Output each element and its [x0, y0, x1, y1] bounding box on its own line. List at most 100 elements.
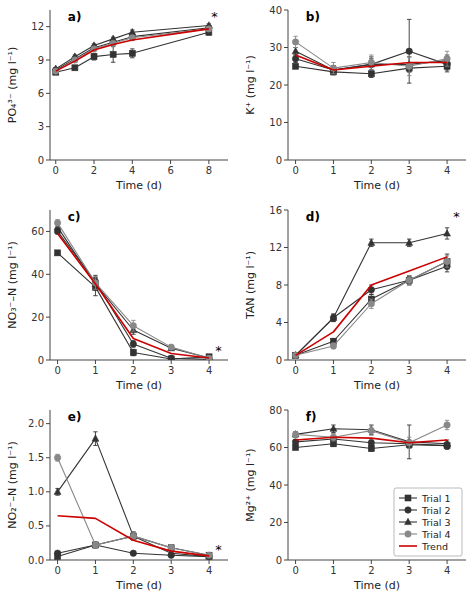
y-tick — [46, 317, 50, 318]
error-bar — [407, 57, 411, 76]
trend-line — [296, 257, 447, 355]
y-tick — [46, 560, 50, 561]
series-line — [296, 425, 447, 443]
series — [292, 420, 450, 448]
x-tick-label: 3 — [168, 365, 174, 376]
data-point — [168, 344, 174, 350]
plot-area — [54, 220, 212, 360]
panel: 01234020406080Time (d)Mg²⁺ (mg l⁻¹)f)Tri… — [244, 405, 466, 593]
data-point — [444, 259, 450, 265]
panel: 012340204060Time (d)NO₃⁻–N (mg l⁻¹)*c) — [6, 210, 228, 392]
y-tick — [284, 160, 288, 161]
y-tick-label: 80 — [269, 405, 282, 416]
x-tick-label: 0 — [292, 565, 298, 576]
y-tick — [284, 85, 288, 86]
x-tick-label: 0 — [54, 365, 60, 376]
error-bar — [445, 420, 449, 429]
x-axis-label: Time (d) — [353, 179, 400, 192]
x-tick — [133, 560, 134, 564]
x-tick-label: 3 — [406, 565, 412, 576]
series — [296, 55, 447, 70]
plot-area — [292, 19, 450, 83]
annotation: * — [453, 209, 460, 224]
y-tick-label: 12 — [269, 242, 282, 253]
y-tick-label: 0 — [276, 355, 282, 366]
y-tick — [284, 210, 288, 211]
background — [0, 0, 474, 600]
data-point — [406, 63, 412, 69]
data-point — [130, 550, 136, 556]
y-tick — [46, 525, 50, 526]
series — [296, 257, 447, 355]
y-tick-label: 8 — [276, 280, 282, 291]
data-point — [406, 48, 412, 54]
x-tick-label: 2 — [368, 365, 374, 376]
data-point — [129, 50, 135, 56]
y-tick — [284, 247, 288, 248]
series — [292, 228, 450, 358]
y-tick-label: 60 — [269, 442, 282, 453]
x-tick — [95, 560, 96, 564]
y-tick-label: 2.0 — [28, 418, 44, 429]
series — [292, 261, 450, 359]
data-point — [368, 440, 374, 446]
x-tick-label: 2 — [130, 365, 136, 376]
y-tick-label: 0.0 — [28, 555, 44, 566]
series — [55, 532, 212, 560]
y-tick — [46, 60, 50, 61]
series — [54, 223, 212, 360]
data-point — [110, 51, 116, 57]
x-tick — [171, 560, 172, 564]
y-tick — [284, 285, 288, 286]
series — [53, 25, 213, 74]
series-line — [56, 28, 209, 70]
x-tick-label: 4 — [129, 165, 135, 176]
y-tick-label: 60 — [31, 226, 44, 237]
error-bar — [111, 47, 115, 63]
data-point — [92, 435, 99, 441]
data-point — [292, 47, 299, 53]
series-line — [58, 223, 209, 358]
plot-area — [292, 420, 450, 458]
y-tick — [284, 522, 288, 523]
legend-line — [399, 545, 417, 547]
x-axis-label: Time (d) — [115, 179, 162, 192]
data-point — [330, 314, 337, 320]
panel-label: f) — [306, 410, 317, 424]
y-tick — [46, 26, 50, 27]
x-tick — [57, 560, 58, 564]
trend-line — [58, 234, 209, 359]
error-bar — [331, 343, 335, 349]
data-point — [444, 56, 450, 62]
data-point — [444, 422, 450, 428]
legend-label: Trial 4 — [421, 529, 450, 540]
error-bar — [369, 55, 373, 70]
series-line — [56, 32, 209, 72]
series-line — [296, 51, 447, 70]
y-tick — [284, 485, 288, 486]
x-axis-label: Time (d) — [115, 379, 162, 392]
error-bar — [445, 51, 449, 66]
y-tick-label: 40 — [269, 480, 282, 491]
y-tick-label: 0.5 — [28, 520, 44, 531]
y-tick-label: 20 — [269, 80, 282, 91]
y-tick — [284, 322, 288, 323]
x-tick — [132, 160, 133, 164]
data-point — [130, 323, 136, 329]
y-tick-label: 9 — [38, 55, 44, 66]
data-point — [92, 542, 98, 548]
error-bar — [407, 276, 411, 285]
error-bar — [55, 251, 59, 255]
error-bar — [331, 63, 335, 74]
y-tick — [284, 560, 288, 561]
x-tick — [209, 560, 210, 564]
x-tick — [133, 360, 134, 364]
x-tick-label: 4 — [206, 565, 212, 576]
x-tick-label: 3 — [406, 165, 412, 176]
data-point — [330, 315, 336, 321]
error-bar — [130, 49, 134, 58]
series — [54, 432, 212, 559]
data-point — [330, 343, 336, 349]
error-bar — [369, 299, 373, 308]
series-line — [58, 253, 209, 359]
